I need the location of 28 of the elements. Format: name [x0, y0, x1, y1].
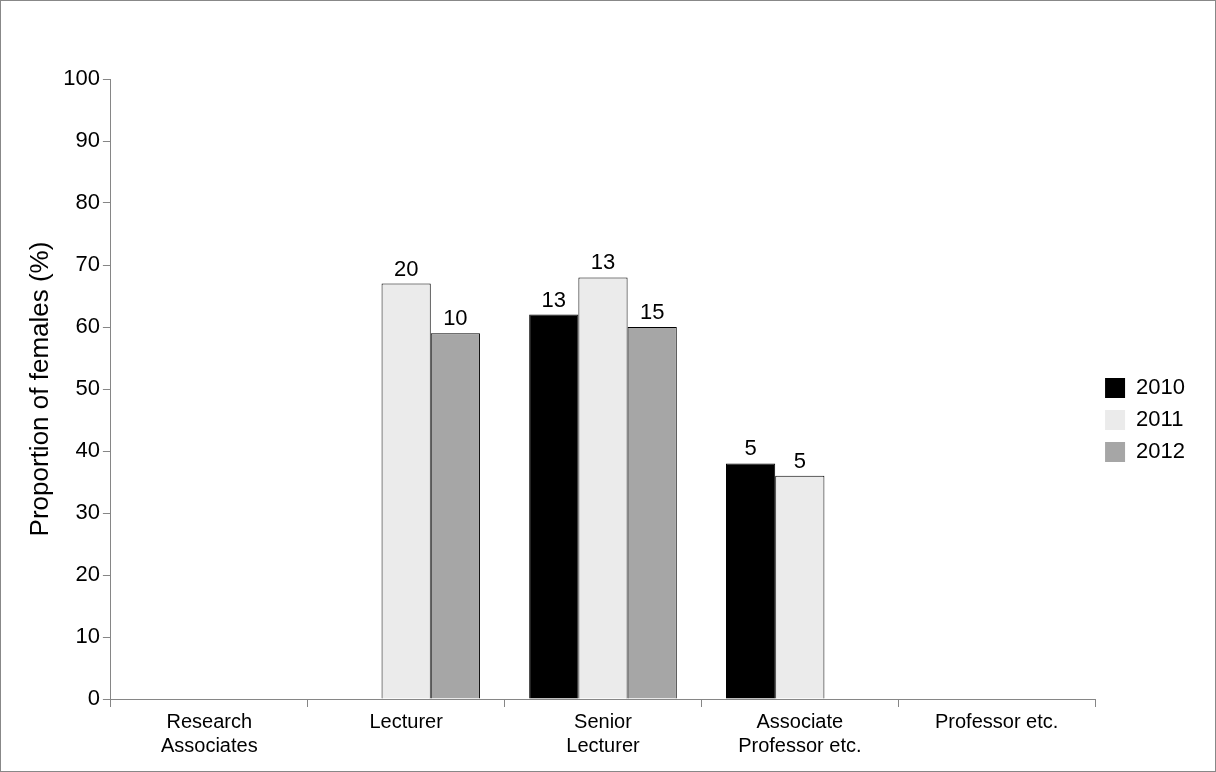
- y-axis-title: Proportion of females (%): [23, 241, 54, 537]
- y-tick-label: 30: [75, 499, 100, 525]
- bar: [529, 314, 579, 699]
- annotation: 20: [393, 255, 419, 281]
- y-tick-label: 90: [75, 127, 100, 153]
- x-tick-label: Senior Lecturer: [566, 709, 640, 756]
- x-tick-label: Lecturer: [369, 709, 444, 732]
- y-tick-label: 40: [75, 437, 100, 463]
- x-tick-label: Professor etc.: [934, 709, 1059, 732]
- y-tick-label: 80: [75, 189, 100, 215]
- annotation: 5: [793, 447, 806, 473]
- annotation: 13: [541, 286, 567, 312]
- annotation: 13: [590, 249, 616, 275]
- annotation: 5: [744, 435, 757, 461]
- y-tick-label: 10: [75, 623, 100, 649]
- legend-label: 2011: [1136, 406, 1184, 432]
- y-tick-label: 100: [63, 65, 100, 91]
- legend-label: 2010: [1136, 374, 1186, 400]
- legend-label: 2012: [1136, 438, 1186, 464]
- annotation: 10: [443, 305, 468, 331]
- y-tick-label: 60: [75, 313, 100, 339]
- x-tick-label: Associate Professor etc.: [738, 709, 862, 756]
- y-tick-label: 50: [75, 375, 100, 401]
- x-tick-label: Research Associates: [160, 709, 258, 756]
- y-tick-label: 20: [75, 561, 100, 587]
- y-tick-label: 0: [87, 685, 100, 711]
- y-tick-label: 70: [75, 251, 100, 277]
- annotation: 15: [639, 299, 665, 325]
